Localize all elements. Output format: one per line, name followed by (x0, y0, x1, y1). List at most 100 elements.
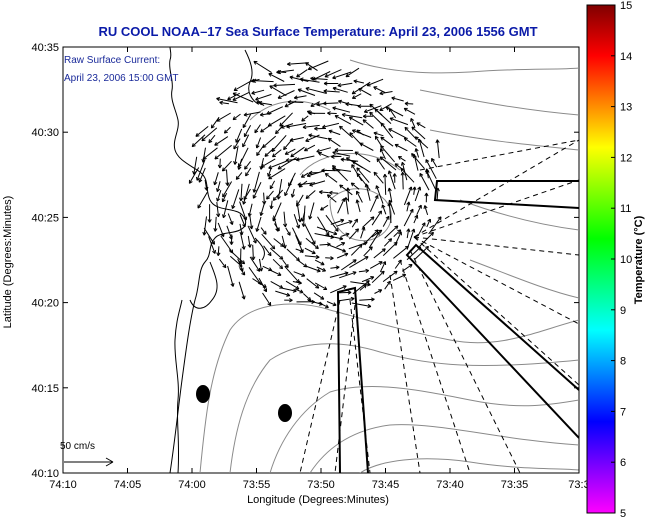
current-vector (318, 302, 329, 309)
current-vector (227, 265, 235, 287)
current-vector (373, 248, 386, 259)
current-vector (304, 247, 316, 255)
y-tick-label: 40:35 (31, 42, 59, 54)
current-vector (406, 201, 411, 212)
current-vector (238, 281, 246, 300)
current-vector (252, 78, 274, 83)
current-vector (208, 134, 216, 144)
current-vector (235, 172, 243, 180)
current-vector (299, 77, 320, 83)
current-vector (284, 148, 296, 155)
current-vector (287, 61, 309, 67)
x-tick-label: 73:50 (307, 479, 335, 491)
colorbar (586, 4, 616, 514)
current-vector (334, 115, 352, 125)
colorbar-tick-label: 6 (620, 457, 626, 469)
current-vector (260, 227, 267, 235)
current-vector (277, 90, 295, 99)
current-vector (196, 160, 206, 181)
current-vector (425, 159, 437, 179)
current-vector (322, 122, 340, 129)
current-vector (305, 237, 319, 250)
bathymetry-contours (199, 59, 579, 473)
current-vector (348, 116, 364, 126)
current-vector (329, 190, 339, 195)
current-vector (243, 188, 251, 201)
current-vector (383, 238, 393, 247)
current-vector (384, 280, 391, 290)
x-tick-label: 73:55 (243, 479, 271, 491)
y-axis-label: Latitude (Degrees:Minutes) (2, 196, 14, 329)
current-vector (357, 104, 372, 109)
current-vector (368, 231, 380, 248)
colorbar-ticks: 15 14 13 12 11 10 9 8 7 6 5 (611, 0, 632, 519)
current-vector (217, 158, 223, 169)
current-vector (214, 144, 232, 160)
current-vector (263, 245, 272, 257)
current-vector (269, 85, 287, 97)
current-vector (260, 158, 276, 168)
current-vector (293, 95, 307, 100)
current-vector (287, 99, 304, 105)
current-vector (266, 190, 274, 200)
current-vector (267, 168, 272, 177)
current-vector (295, 155, 315, 162)
current-vector (305, 190, 316, 199)
current-vector (305, 134, 320, 142)
current-vector (416, 204, 422, 215)
current-vector (293, 214, 301, 229)
current-vector (339, 184, 353, 196)
current-vector (419, 172, 430, 191)
current-vector (359, 297, 375, 302)
current-vector (387, 187, 393, 203)
current-vector (264, 147, 275, 157)
current-vector (361, 276, 375, 283)
current-vector (373, 171, 384, 184)
current-vector (301, 115, 309, 122)
current-vector (373, 131, 384, 137)
current-vector (354, 151, 371, 163)
current-vector (217, 222, 225, 238)
current-vector (332, 165, 348, 182)
x-tick-label: 74:05 (114, 479, 142, 491)
current-vector (379, 156, 397, 171)
current-vector (270, 270, 282, 276)
current-vector (336, 220, 353, 227)
current-vector (233, 80, 253, 91)
current-vector (349, 256, 369, 269)
current-vector (411, 153, 425, 169)
current-vector (337, 82, 353, 88)
current-vector (259, 112, 272, 117)
current-vector (362, 114, 374, 119)
current-vector (239, 214, 246, 228)
current-vector (426, 218, 432, 228)
current-vector (381, 204, 387, 215)
current-vector (289, 75, 309, 82)
current-vector (404, 101, 414, 106)
current-vector (290, 188, 295, 198)
current-vector (380, 122, 394, 139)
current-vector (411, 126, 426, 140)
current-vector (286, 123, 307, 129)
current-vector (318, 151, 329, 158)
current-vector (435, 187, 440, 201)
current-vector (208, 236, 216, 254)
colorbar-tick-label: 12 (620, 152, 632, 164)
current-vector (247, 235, 252, 248)
current-vector (351, 93, 362, 99)
colorbar-tick-label: 11 (620, 203, 631, 215)
current-vector (240, 233, 246, 250)
current-vector (221, 192, 228, 203)
current-vector (243, 111, 261, 117)
current-vector (304, 224, 316, 245)
current-vector (332, 86, 348, 93)
current-vector (384, 225, 399, 239)
current-vector (325, 256, 334, 261)
current-vector (369, 195, 379, 212)
current-vector (352, 280, 370, 295)
current-vector (400, 171, 405, 190)
current-vector (382, 173, 388, 195)
current-vector (345, 102, 360, 107)
x-tick-label: 73:35 (501, 479, 529, 491)
current-vector (362, 119, 374, 129)
